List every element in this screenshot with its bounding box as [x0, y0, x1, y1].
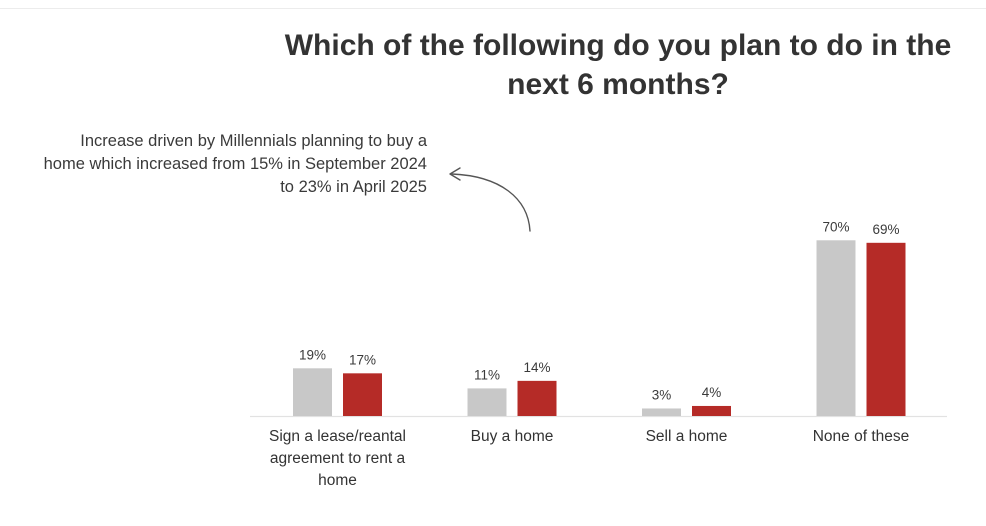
chart-title: Which of the following do you plan to do…: [248, 26, 986, 104]
data-label: 70%: [822, 219, 849, 234]
annotation-text: Increase driven by Millennials planning …: [0, 130, 427, 199]
bar: [866, 242, 906, 416]
annotation-line: home which increased from 15% in Septemb…: [43, 155, 427, 173]
category-label: Sign a lease/reantal agreement to rent a h…: [248, 426, 428, 492]
top-divider: [0, 8, 986, 9]
chart-title-line: Which of the following do you plan to do…: [284, 29, 952, 62]
category-label-line: agreement to rent a: [269, 450, 406, 467]
category-label-line: Buy a home: [470, 428, 554, 445]
data-label: 17%: [349, 352, 376, 367]
annotation-line: Increase driven by Millennials planning …: [80, 132, 427, 150]
data-label: 4%: [702, 385, 722, 400]
bar: [692, 405, 731, 416]
data-label: 3%: [652, 387, 672, 402]
annotation-arrowhead: [449, 167, 461, 181]
data-label: 19%: [299, 347, 326, 362]
category-label-line: None of these: [812, 428, 910, 445]
category-label-line: Sell a home: [645, 428, 728, 445]
chart-title-line: next 6 months?: [507, 68, 729, 101]
bar: [343, 373, 382, 416]
bar: [293, 368, 332, 416]
bar: [642, 408, 681, 416]
bar: [467, 388, 507, 416]
category-label: Sell a home: [597, 426, 777, 448]
annotation-line: to 23% in April 2025: [280, 178, 427, 196]
annotation-arrow: [451, 173, 531, 232]
category-label-line: home: [318, 472, 357, 489]
bar: [816, 240, 856, 416]
data-label: 14%: [523, 360, 550, 375]
category-label-line: Sign a lease/reantal: [268, 428, 406, 445]
data-label: 69%: [872, 222, 899, 237]
data-label: 11%: [474, 367, 500, 382]
category-label: Buy a home: [422, 426, 602, 448]
bar: [517, 380, 557, 416]
category-label: None of these: [771, 426, 951, 448]
